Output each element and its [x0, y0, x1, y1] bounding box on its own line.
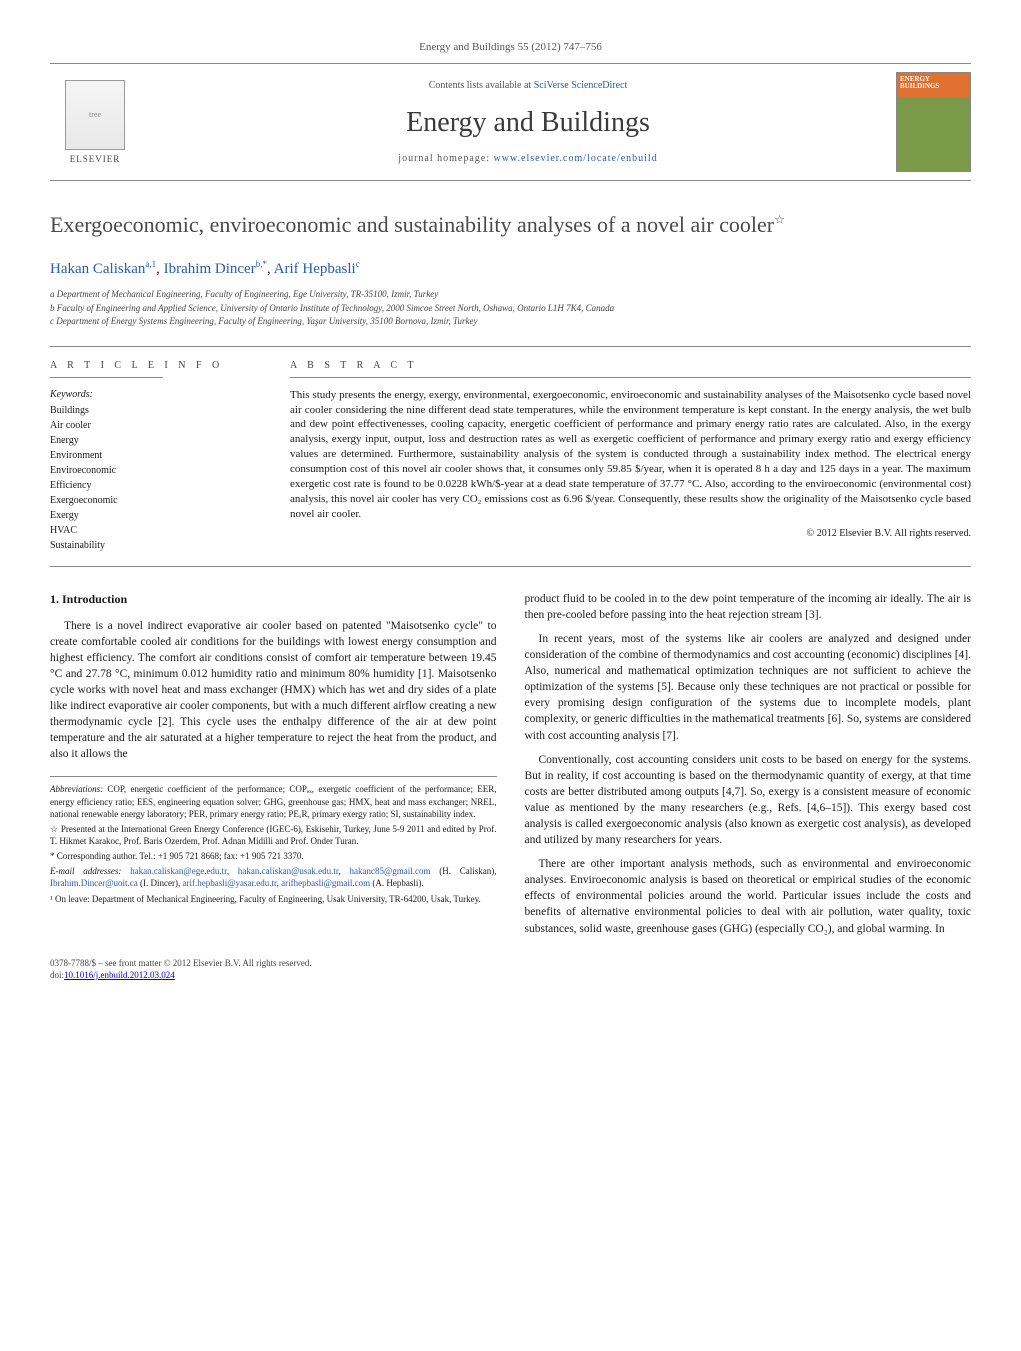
citation-text: Energy and Buildings 55 (2012) 747–756 — [419, 41, 602, 53]
body-p3: In recent years, most of the systems lik… — [525, 631, 972, 744]
email-link[interactable]: arif.hepbasli@yasar.edu.tr — [183, 878, 277, 888]
email-link[interactable]: hakan.caliskan@ege.edu.tr — [130, 866, 227, 876]
journal-title: Energy and Buildings — [160, 103, 896, 142]
footnote-abbrev: Abbreviations: COP, energetic coefficien… — [50, 783, 497, 819]
author-link-1[interactable]: Hakan Caliskan — [50, 261, 145, 277]
abbrev-text: COP, energetic coefficient of the perfor… — [50, 784, 497, 818]
body-p5: There are other important analysis metho… — [525, 856, 972, 936]
article-info-panel: A R T I C L E I N F O Keywords: Building… — [50, 347, 270, 566]
affiliations: a Department of Mechanical Engineering, … — [50, 288, 971, 328]
email-label: E-mail addresses: — [50, 866, 121, 876]
homepage-link[interactable]: www.elsevier.com/locate/enbuild — [494, 153, 658, 164]
email-link[interactable]: arifhepbasli@gmail.com — [281, 878, 370, 888]
body-p4: Conventionally, cost accounting consider… — [525, 752, 972, 849]
contents-prefix: Contents lists available at — [429, 80, 534, 91]
section-heading-1: 1. Introduction — [50, 591, 497, 608]
body-p1: There is a novel indirect evaporative ai… — [50, 618, 497, 763]
keyword: Exergy — [50, 509, 256, 523]
info-abstract-row: A R T I C L E I N F O Keywords: Building… — [50, 346, 971, 567]
keyword: Air cooler — [50, 419, 256, 433]
keyword: Buildings — [50, 404, 256, 418]
homepage-line: journal homepage: www.elsevier.com/locat… — [160, 152, 896, 166]
masthead-center: Contents lists available at SciVerse Sci… — [160, 79, 896, 166]
footnote-emails: E-mail addresses: hakan.caliskan@ege.edu… — [50, 865, 497, 889]
contents-line: Contents lists available at SciVerse Sci… — [160, 79, 896, 93]
affiliation-b: b Faculty of Engineering and Applied Sci… — [50, 302, 971, 315]
publisher-name: ELSEVIER — [70, 153, 121, 166]
body-two-column: 1. Introduction There is a novel indirec… — [50, 591, 971, 937]
elsevier-tree-icon: tree — [65, 80, 125, 150]
abstract-panel: A B S T R A C T This study presents the … — [270, 347, 971, 566]
abstract-heading: A B S T R A C T — [290, 359, 971, 373]
author-list: Hakan Caliskana,1, Ibrahim Dincerb,*, Ar… — [50, 258, 971, 280]
email-owner: (A. Hepbasli). — [370, 878, 424, 888]
email-owner: (H. Caliskan), — [431, 866, 497, 876]
journal-cover-thumb — [896, 72, 971, 172]
info-rule — [50, 377, 163, 378]
keyword: Energy — [50, 434, 256, 448]
footer-block: 0378-7788/$ – see front matter © 2012 El… — [50, 957, 971, 982]
email-link[interactable]: Ibrahim.Dincer@uoit.ca — [50, 878, 138, 888]
article-info-heading: A R T I C L E I N F O — [50, 359, 256, 373]
publisher-logo-block: tree ELSEVIER — [50, 72, 140, 172]
abstract-copyright: © 2012 Elsevier B.V. All rights reserved… — [290, 527, 971, 541]
keyword: Exergoeconomic — [50, 494, 256, 508]
front-matter-line: 0378-7788/$ – see front matter © 2012 El… — [50, 957, 971, 970]
homepage-prefix: journal homepage: — [398, 153, 493, 164]
masthead: tree ELSEVIER Contents lists available a… — [50, 63, 971, 181]
author-link-3[interactable]: Arif Hepbasli — [274, 261, 356, 277]
keyword: Enviroeconomic — [50, 464, 256, 478]
keywords-label: Keywords: — [50, 388, 256, 402]
abstract-rule — [290, 377, 971, 378]
abstract-text: This study presents the energy, exergy, … — [290, 388, 971, 522]
abbrev-label: Abbreviations: — [50, 784, 103, 794]
body-p2: product fluid to be cooled in to the dew… — [525, 591, 972, 623]
author-link-2[interactable]: Ibrahim Dincer — [164, 261, 256, 277]
keywords-list: Buildings Air cooler Energy Environment … — [50, 404, 256, 553]
keyword: Efficiency — [50, 479, 256, 493]
email-link[interactable]: hakanc85@gmail.com — [350, 866, 431, 876]
email-owner: (I. Dincer), — [138, 878, 183, 888]
doi-link[interactable]: 10.1016/j.enbuild.2012.03.024 — [64, 970, 175, 980]
footnote-corresponding: * Corresponding author. Tel.: +1 905 721… — [50, 850, 497, 862]
keyword: Environment — [50, 449, 256, 463]
title-note-marker: ☆ — [774, 213, 785, 227]
article-title: Exergoeconomic, enviroeconomic and susta… — [50, 211, 971, 240]
footnote-star: ☆ Presented at the International Green E… — [50, 823, 497, 847]
affiliation-a: a Department of Mechanical Engineering, … — [50, 288, 971, 301]
footnote-leave: ¹ On leave: Department of Mechanical Eng… — [50, 893, 497, 905]
keyword: HVAC — [50, 524, 256, 538]
author-sup-2: b,* — [256, 259, 267, 269]
doi-line: doi:10.1016/j.enbuild.2012.03.024 — [50, 969, 971, 982]
sciencedirect-link[interactable]: SciVerse ScienceDirect — [534, 80, 628, 91]
footnotes-block: Abbreviations: COP, energetic coefficien… — [50, 776, 497, 904]
email-link[interactable]: hakan.caliskan@usak.edu.tr — [238, 866, 339, 876]
citation-bar: Energy and Buildings 55 (2012) 747–756 — [50, 40, 971, 55]
page-root: Energy and Buildings 55 (2012) 747–756 t… — [0, 0, 1021, 1022]
author-sup-1: a,1 — [145, 259, 156, 269]
author-sup-3: c — [356, 259, 360, 269]
doi-prefix: doi: — [50, 970, 64, 980]
keyword: Sustainability — [50, 539, 256, 553]
affiliation-c: c Department of Energy Systems Engineeri… — [50, 315, 971, 328]
article-title-text: Exergoeconomic, enviroeconomic and susta… — [50, 212, 774, 237]
